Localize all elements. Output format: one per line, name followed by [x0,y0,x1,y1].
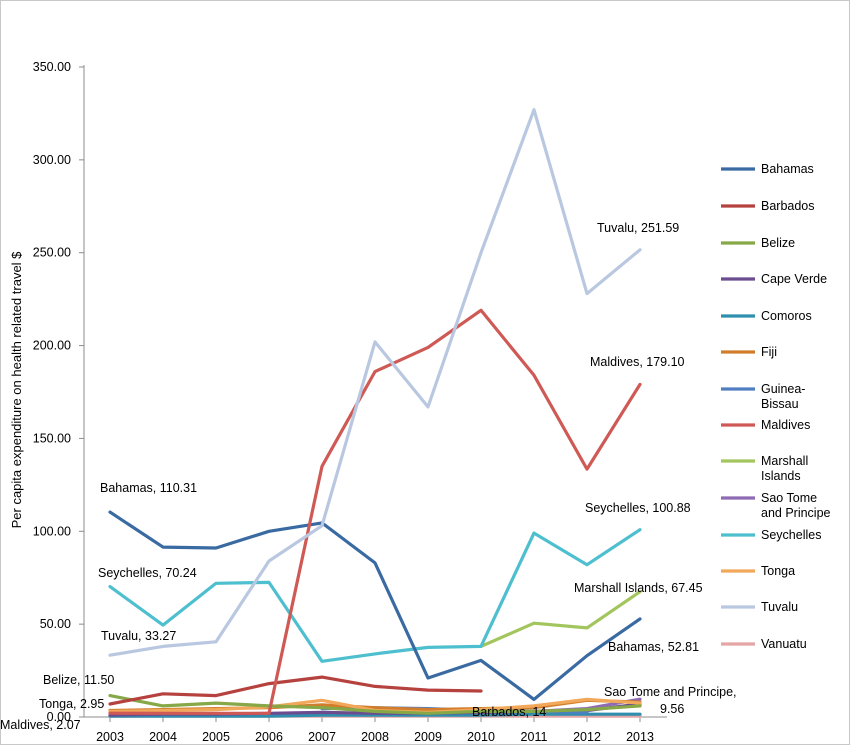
data-label: Barbados, 14 [472,705,546,719]
annotation-group: Bahamas, 110.31 Seychelles, 70.24 Tuvalu, … [0,221,737,732]
series-line-comoros [108,712,642,718]
x-tick-label: 2004 [149,730,177,744]
legend-label: Maldives [761,418,810,432]
legend-label: Cape Verde [761,272,827,286]
data-label: Bahamas, 52.81 [608,640,699,654]
legend-label-line: Guinea- [761,382,805,396]
legend-item-cape-verde: Cape Verde [721,272,827,286]
series-line-seychelles [108,528,642,663]
x-tick-label: 2007 [308,730,336,744]
x-tick-label: 2003 [96,730,124,744]
series-line-barbados [108,675,483,706]
legend-label-line: Islands [761,469,801,483]
data-label: Belize, 11.50 [43,673,114,687]
data-label: Sao Tome and Principe, [604,685,737,699]
legend-item-belize: Belize [721,236,795,250]
y-tick-label: 250.00 [33,246,71,260]
data-label: Maldives, 179.10 [590,355,685,369]
legend-label: Guinea-Bissau [761,382,805,411]
legend-label: Tuvalu [761,600,798,614]
data-label: Bahamas, 110.31 [100,481,197,495]
legend-label: Marshall Islands [761,454,808,483]
series-line-belize [108,694,642,715]
y-tick-label: 50.00 [40,617,71,631]
legend-label-line: Marshall [761,454,808,468]
x-tick-label: 2013 [626,730,654,744]
series-line-marshall-islands [479,590,642,648]
y-tick-label: 350.00 [33,60,71,74]
x-tick-label: 2006 [255,730,283,744]
legend-item-vanuatu: Vanuatu [721,637,807,651]
y-tick-label: 100.00 [33,524,71,538]
legend-label: Comoros [761,309,812,323]
series-group [108,108,642,718]
legend-item-bahamas: Bahamas [721,162,814,176]
legend-label: Fiji [761,345,777,359]
data-label: 9.56 [660,702,684,716]
legend-item-seychelles: Seychelles [721,528,821,542]
legend-label: Seychelles [761,528,821,542]
legend-item-comoros: Comoros [721,309,812,323]
legend-item-guinea-bissau: Guinea-Bissau [721,382,805,411]
legend-label: Belize [761,236,795,250]
legend-label: Vanuatu [761,637,807,651]
y-tick-label: 0.00 [47,710,71,724]
data-label: Tuvalu, 33.27 [101,629,176,643]
x-tick-label: 2008 [361,730,389,744]
legend-item-maldives: Maldives [721,418,810,432]
x-tick-label: 2010 [467,730,495,744]
legend-item-fiji: Fiji [721,345,777,359]
legend-item-tonga: Tonga [721,564,795,578]
legend-item-sao-tome-and-principe: Sao Tome and Principe [721,491,831,520]
legend-label: Sao Tome and Principe [761,491,831,520]
data-label: Tuvalu, 251.59 [597,221,679,235]
x-tick-label: 2012 [573,730,601,744]
data-label: Tonga, 2.95 [39,697,104,711]
legend-label-line: Sao Tome [761,491,817,505]
data-label: Maldives, 2.07 [0,718,81,732]
legend-label: Bahamas [761,162,814,176]
legend: Bahamas Barbados Belize Cape Verde Comoros Fi… [721,162,831,651]
series-line-maldives [108,308,642,715]
x-tick-label: 2009 [414,730,442,744]
y-tick-label: 200.00 [33,339,71,353]
series-line-bahamas [108,510,642,701]
y-tick-label: 300.00 [33,153,71,167]
x-tick-label: 2005 [202,730,230,744]
data-label: Seychelles, 100.88 [585,501,691,515]
y-tick-label: 150.00 [33,431,71,445]
legend-item-tuvalu: Tuvalu [721,600,798,614]
axes: 0.00 50.00 100.00 150.00 200.00 250.00 300.00 3… [33,60,667,744]
data-label: Marshall Islands, 67.45 [574,581,703,595]
legend-label: Tonga [761,564,795,578]
x-tick-label: 2011 [521,730,548,744]
series-line-tuvalu [108,108,642,657]
legend-item-barbados: Barbados [721,199,815,213]
y-axis-label: Per capita expenditure on health related… [9,251,24,529]
legend-label-line: Bissau [761,397,799,411]
legend-label: Barbados [761,199,815,213]
legend-item-marshall-islands: Marshall Islands [721,454,808,483]
data-label: Seychelles, 70.24 [98,566,197,580]
legend-label-line: and Principe [761,506,831,520]
